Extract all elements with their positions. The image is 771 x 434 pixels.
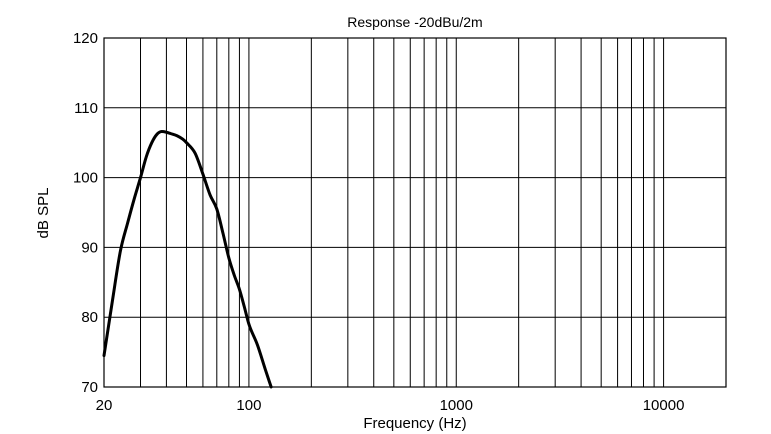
y-axis-ticks: 70 80 90 100 110 120 [73,30,98,396]
y-tick-label: 120 [73,30,98,47]
plot-frame [103,37,727,388]
y-tick-label: 90 [81,239,98,256]
chart-grid [104,38,726,387]
x-axis-label: Frequency (Hz) [363,415,466,432]
x-tick-label: 1000 [440,397,473,414]
y-axis-label: dB SPL [35,188,52,239]
chart-title: Response -20dBu/2m [347,14,482,30]
y-tick-label: 100 [73,170,98,187]
y-tick-label: 110 [74,100,98,117]
y-tick-label: 80 [81,309,98,326]
x-tick-label: 10000 [643,397,685,414]
x-tick-label: 100 [236,397,261,414]
response-curve [102,130,273,389]
y-tick-label: 70 [81,379,98,396]
x-tick-label: 20 [96,397,113,414]
x-axis-ticks: 20 100 1000 10000 [96,397,685,414]
